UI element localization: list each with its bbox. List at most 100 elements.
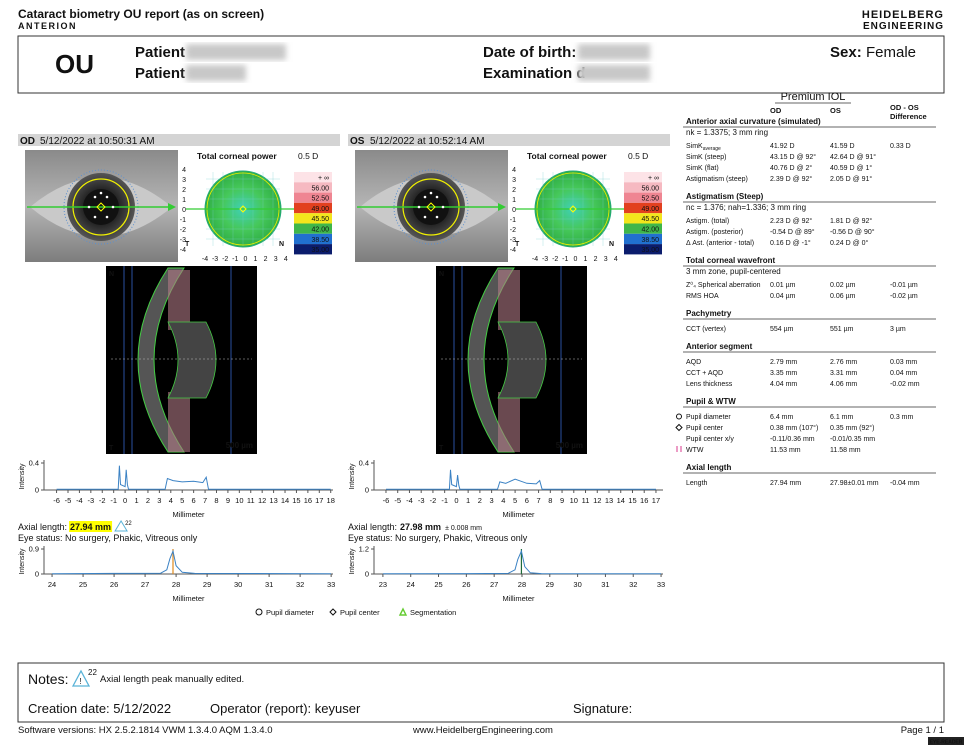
- legend-icon: [329, 608, 337, 616]
- axial-value: 27.98 mm: [400, 522, 441, 532]
- topo-step: 0.5 D: [628, 151, 648, 161]
- x-tick-label: 0: [123, 496, 127, 505]
- topo-title: Total corneal power: [197, 151, 277, 161]
- scale-label: 45.50: [641, 216, 659, 223]
- x-tick-label: 33: [327, 580, 335, 589]
- intensity-curve: [52, 549, 332, 575]
- x-tick-label: 29: [203, 580, 211, 589]
- y-tick-label: 0: [35, 486, 39, 495]
- topo-y-tick: -3: [180, 237, 186, 244]
- row-od: 3.35 mm: [770, 370, 797, 377]
- topo-x-tick: 3: [604, 256, 608, 263]
- axial-error: ± 0.008 mm: [445, 525, 482, 532]
- row-os: -0.56 D @ 90°: [830, 228, 875, 236]
- topo-y-tick: 1: [182, 197, 186, 204]
- topo-y-tick: 2: [512, 187, 516, 194]
- x-tick-label: 26: [462, 580, 470, 589]
- x-tick-label: 12: [593, 496, 601, 505]
- row-diff: 3 µm: [890, 326, 906, 333]
- x-tick-label: 7: [536, 496, 540, 505]
- scale-swatch: [624, 244, 662, 255]
- x-tick-label: 31: [265, 580, 273, 589]
- badge-text: EYE-READER: [930, 740, 963, 746]
- pupil-center: [96, 202, 106, 212]
- product-name: ANTERION: [18, 21, 77, 31]
- x-tick-label: -1: [441, 496, 448, 505]
- section-title: Axial length: [686, 463, 731, 472]
- notes-label: Notes:: [28, 671, 68, 687]
- topo-x-tick: 0: [573, 256, 577, 263]
- scale-label: + ∞: [648, 175, 659, 182]
- reflection-dot: [93, 215, 97, 219]
- iris-band: [498, 270, 520, 330]
- patient-label: Patient: [135, 65, 185, 82]
- reflection-dot: [435, 215, 439, 219]
- pupil-center: [426, 202, 436, 212]
- x-tick-label: 7: [203, 496, 207, 505]
- x-tick-label: 25: [434, 580, 442, 589]
- row-os: 2.76 mm: [830, 359, 857, 366]
- y-axis-label: Intensity: [349, 548, 356, 575]
- x-tick-label: 10: [235, 496, 243, 505]
- row-od: 0.16 D @ -1°: [770, 239, 811, 247]
- x-tick-label: 13: [269, 496, 277, 505]
- topo-y-tick: 3: [512, 177, 516, 184]
- signature: Signature:: [573, 701, 632, 716]
- topo-step: 0.5 D: [298, 151, 318, 161]
- oct-bottom-label: T: [109, 445, 114, 452]
- scale-swatch: [624, 172, 662, 183]
- x-tick-label: 4: [501, 496, 505, 505]
- row-diff: -0.01 µm: [890, 282, 918, 289]
- row-icon: [675, 423, 683, 432]
- oct-top-label: N: [109, 271, 114, 278]
- topo-x-tick: 4: [614, 256, 618, 263]
- topo-center: [239, 205, 247, 213]
- y-tick-label: 0: [35, 570, 39, 579]
- row-od: 0.01 µm: [770, 282, 796, 289]
- reflection-dot: [105, 195, 109, 199]
- row-diff: 0.04 mm: [890, 370, 917, 377]
- reflection-dot: [87, 205, 91, 209]
- oct-scale: 500 µm: [556, 441, 583, 450]
- x-tick-label: 8: [214, 496, 218, 505]
- scale-swatch: [294, 233, 332, 245]
- lens: [497, 321, 547, 399]
- report-title: Cataract biometry OU report (as on scree…: [18, 7, 264, 21]
- topo-x-tick: -3: [212, 256, 218, 263]
- software: Software versions: HX 2.5.2.1814 VWM 1.3…: [18, 725, 273, 736]
- axial-highlight: [69, 521, 113, 532]
- col-os: OS: [830, 106, 841, 115]
- topo-x-tick: 2: [264, 256, 268, 263]
- row-label: WTW: [686, 447, 704, 454]
- x-axis-label: Millimeter: [502, 594, 535, 603]
- row-label: RMS HOA: [686, 293, 719, 300]
- scale-label: + ∞: [318, 175, 329, 182]
- section-title: Pupil & WTW: [686, 397, 736, 406]
- note-icon-mark: !: [80, 677, 82, 686]
- reflection-dot: [423, 215, 427, 219]
- y-tick-label: 0.4: [359, 459, 369, 468]
- x-tick-label: 24: [407, 580, 415, 589]
- row-label: SimK (flat): [686, 165, 719, 172]
- logo-top: HEIDELBERG: [862, 9, 944, 21]
- topo-title: Total corneal power: [527, 151, 607, 161]
- row-diff: 0.33 D: [890, 143, 911, 150]
- topo-x-tick: -3: [542, 256, 548, 263]
- scale-swatch: [624, 182, 662, 193]
- row-os: 27.98±0.01 mm: [830, 480, 879, 487]
- x-tick-label: 11: [582, 496, 590, 505]
- row-os: 6.1 mm: [830, 414, 854, 421]
- topo-y-tick: 3: [182, 177, 186, 184]
- x-tick-label: 30: [234, 580, 242, 589]
- scale-swatch: [294, 182, 332, 193]
- x-tick-label: -3: [418, 496, 425, 505]
- scale-swatch: [294, 202, 332, 214]
- x-tick-label: -6: [383, 496, 390, 505]
- topo-right: N: [609, 241, 614, 248]
- dob-label: Date of birth:: [483, 44, 576, 61]
- topo-y-tick: -3: [510, 237, 516, 244]
- topo-x-tick: 0: [243, 256, 247, 263]
- axial-label: Axial length:: [18, 522, 67, 532]
- row-diff: -0.04 mm: [890, 480, 920, 487]
- x-axis-label: Millimeter: [502, 510, 535, 519]
